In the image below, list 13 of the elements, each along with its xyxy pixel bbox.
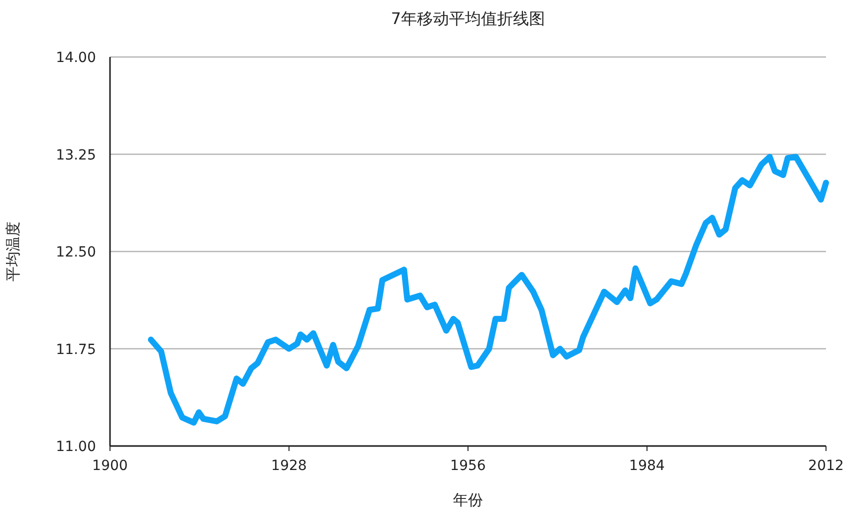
y-tick-label: 11.00 — [56, 439, 96, 455]
chart-title: 7年移动平均值折线图 — [390, 9, 546, 28]
x-tick-label: 1956 — [450, 458, 486, 474]
x-tick-label: 1928 — [271, 458, 307, 474]
x-tick-label: 1984 — [629, 458, 665, 474]
y-tick-label: 13.25 — [56, 147, 96, 164]
y-tick-label: 11.75 — [56, 342, 96, 358]
y-axis-title: 平均温度 — [4, 222, 22, 282]
x-tick-label: 2012 — [808, 458, 844, 474]
y-tick-label: 14.00 — [56, 50, 96, 66]
y-tick-label: 12.50 — [56, 244, 96, 260]
x-tick-label: 1900 — [92, 458, 128, 474]
x-axis-title: 年份 — [453, 491, 483, 509]
